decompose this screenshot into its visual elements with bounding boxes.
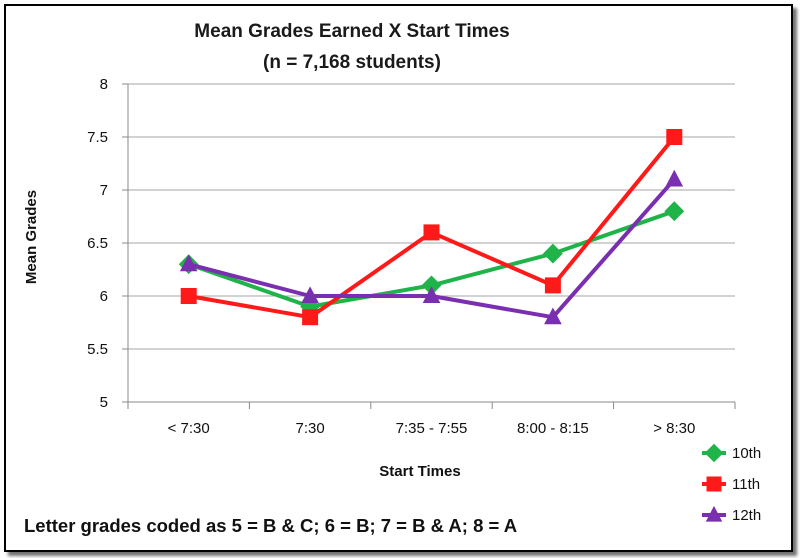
y-tick-label: 7 — [100, 182, 108, 199]
y-tick-label: 5.5 — [87, 341, 108, 358]
y-tick-label: 5 — [100, 394, 108, 411]
legend-marker-10th — [704, 443, 724, 463]
legend-marker-11th — [706, 476, 722, 492]
data-point-10th — [664, 201, 685, 222]
x-tick-label: < 7:30 — [168, 420, 210, 437]
legend-label-10th: 10th — [732, 445, 761, 462]
data-point-11th — [544, 277, 561, 294]
y-tick-label: 6 — [100, 288, 108, 305]
chart-title: Mean Grades Earned X Start Times — [194, 21, 509, 42]
data-point-12th — [544, 307, 562, 325]
data-point-10th — [542, 243, 563, 264]
series-12th — [179, 169, 684, 325]
legend-marker-12th — [705, 505, 723, 522]
data-point-12th — [422, 286, 441, 304]
data-point-12th — [665, 169, 684, 187]
chart-frame — [4, 4, 793, 552]
legend-label-11th: 11th — [732, 476, 760, 493]
axes: 5 5.5 6 6.5 7 7.5 8 < 7:30 7:30 7:35 - 7:55 8:00 -… — [87, 76, 736, 437]
series-layer — [178, 129, 685, 326]
legend-label-12th: 12th — [732, 507, 761, 524]
y-tick-label: 8 — [100, 76, 108, 93]
legend-item-10th: 10th — [702, 443, 761, 463]
data-point-12th — [301, 286, 319, 304]
x-tick-label: 7:35 - 7:55 — [396, 420, 468, 437]
chart-subtitle: (n = 7,168 students) — [263, 52, 441, 73]
data-point-10th — [421, 275, 442, 296]
y-axis-label: Mean Grades — [23, 190, 40, 284]
data-point-11th — [666, 129, 683, 145]
legend-item-11th: 11th — [702, 476, 760, 493]
data-point-11th — [302, 309, 319, 326]
y-tick-label: 7.5 — [87, 129, 108, 146]
legend: 10th 11th 12th — [702, 443, 761, 524]
gridlines — [128, 83, 735, 403]
series-11th — [180, 129, 683, 326]
x-tick-label: 8:00 - 8:15 — [517, 420, 589, 437]
data-point-12th — [179, 254, 198, 272]
data-point-11th — [180, 288, 197, 304]
grade-coding-footnote: Letter grades coded as 5 = B & C; 6 = B;… — [24, 515, 517, 536]
legend-item-12th: 12th — [702, 505, 761, 524]
x-axis-label: Start Times — [379, 463, 460, 480]
x-tick-label: > 8:30 — [653, 420, 695, 437]
y-tick-label: 6.5 — [87, 235, 108, 252]
data-point-11th — [423, 224, 440, 241]
x-tick-label: 7:30 — [295, 420, 324, 437]
